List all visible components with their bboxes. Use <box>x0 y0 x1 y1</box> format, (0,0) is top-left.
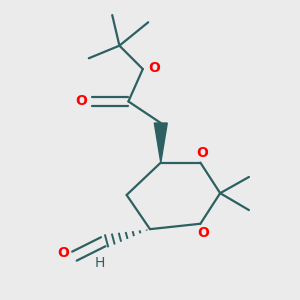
Text: H: H <box>94 256 105 270</box>
Polygon shape <box>154 123 167 163</box>
Text: O: O <box>197 226 209 241</box>
Text: O: O <box>58 246 70 260</box>
Text: O: O <box>149 61 161 75</box>
Text: O: O <box>76 94 88 108</box>
Text: O: O <box>196 146 208 160</box>
